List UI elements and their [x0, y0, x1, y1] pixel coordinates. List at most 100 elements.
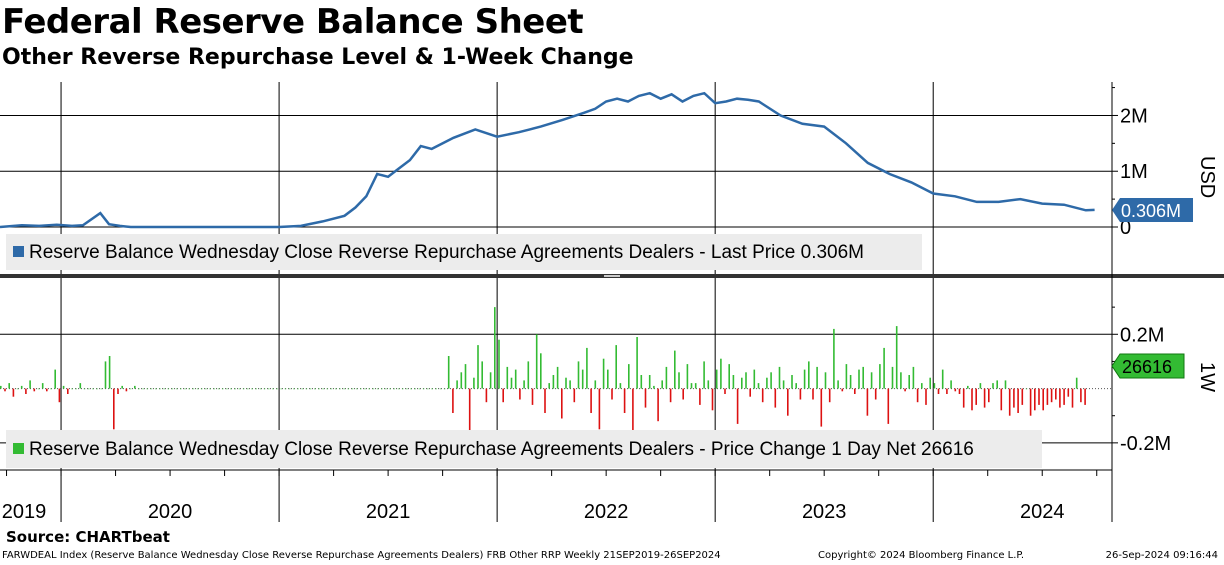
change-bar-negative: [954, 388, 957, 392]
change-bar-positive: [150, 388, 153, 390]
change-bar-positive: [334, 388, 337, 390]
change-bar-negative: [117, 388, 119, 394]
change-bar-negative: [828, 388, 831, 403]
change-bar-positive: [205, 388, 207, 390]
change-bar-positive: [523, 380, 525, 389]
change-bar-negative: [125, 388, 128, 392]
change-bar-positive: [251, 388, 253, 390]
change-bar-positive: [950, 380, 952, 389]
change-bar-positive: [422, 388, 425, 390]
change-bar-negative: [983, 388, 986, 408]
change-bar-negative: [67, 388, 69, 394]
change-bar-positive: [372, 388, 375, 390]
change-bar-positive: [0, 385, 2, 389]
change-bar-positive: [678, 372, 680, 389]
change-bar-positive: [343, 388, 345, 390]
change-bar-positive: [326, 388, 329, 390]
change-bar-positive: [979, 383, 982, 389]
change-bar-positive: [406, 388, 408, 390]
change-bar-positive: [883, 347, 885, 389]
change-bar-positive: [506, 366, 509, 389]
change-bar-positive: [104, 361, 107, 389]
change-bar-positive: [79, 383, 82, 389]
change-bar-positive: [385, 388, 387, 390]
panel-separator-handle: [604, 275, 620, 277]
change-bar-positive: [720, 358, 722, 389]
change-bar-positive: [715, 369, 718, 389]
change-bar-positive: [309, 388, 312, 390]
change-bar-positive: [29, 380, 31, 389]
change-bar-positive: [188, 388, 190, 390]
change-bar-negative: [502, 388, 504, 403]
footer-timestamp: 26-Sep-2024 09:16:44: [1105, 550, 1218, 561]
footer-index-description: FARWDEAL Index (Reserve Balance Wednesda…: [2, 550, 721, 561]
change-bar-positive: [862, 366, 864, 389]
change-bar-positive: [833, 328, 835, 389]
change-bar-positive: [473, 377, 475, 389]
change-bar-negative: [669, 388, 672, 403]
source-note: Source: CHARTbeat: [6, 528, 170, 546]
change-bar-positive: [368, 388, 370, 390]
change-bar-positive: [556, 366, 559, 389]
change-bar-positive: [159, 388, 161, 390]
change-bar-positive: [37, 388, 40, 390]
change-bar-negative: [699, 388, 701, 405]
change-bar-positive: [87, 388, 90, 390]
change-bar-positive: [586, 347, 588, 389]
change-bar-negative: [1080, 388, 1082, 403]
change-bar-positive: [129, 388, 132, 390]
change-bar-positive: [728, 364, 730, 389]
change-bar-negative: [561, 388, 563, 419]
change-bar-negative: [468, 388, 471, 443]
change-bar-positive: [870, 372, 873, 389]
change-last-value-label: 26616: [1122, 357, 1172, 377]
change-bar-positive: [364, 388, 366, 390]
change-bar-positive: [226, 388, 228, 390]
change-bar-positive: [196, 388, 199, 390]
change-bar-positive: [305, 388, 308, 390]
change-bar-positive: [138, 388, 140, 390]
change-bar-negative: [544, 388, 546, 413]
change-bar-positive: [259, 388, 262, 390]
change-bar-negative: [749, 388, 751, 397]
change-bar-positive: [912, 366, 915, 389]
change-bar-positive: [602, 358, 605, 389]
change-bar-positive: [967, 385, 969, 389]
change-bar-positive: [247, 388, 249, 390]
change-bar-negative: [736, 388, 739, 424]
change-bar-positive: [301, 388, 303, 390]
change-bar-positive: [619, 383, 622, 389]
change-bar-positive: [929, 377, 931, 389]
year-label: 2021: [366, 501, 411, 523]
change-bar-negative: [841, 388, 844, 392]
change-bar-positive: [548, 383, 550, 389]
level-last-value-label: 0.306M: [1121, 201, 1181, 221]
change-bar-negative: [657, 388, 659, 422]
change-bar-positive: [1025, 388, 1028, 390]
change-bar-positive: [92, 388, 94, 390]
change-bar-positive: [108, 356, 111, 389]
change-bar-positive: [782, 380, 785, 389]
change-bar-positive: [879, 364, 881, 389]
change-bar-negative: [4, 388, 6, 392]
change-bar-negative: [820, 388, 823, 427]
change-bar-negative: [962, 388, 965, 408]
change-legend-box: [6, 430, 1042, 468]
change-bar-positive: [154, 388, 157, 390]
change-bar-negative: [623, 388, 626, 413]
change-bar-negative: [485, 388, 488, 403]
change-bar-positive: [648, 375, 651, 389]
change-bar-positive: [134, 385, 136, 389]
change-bar-positive: [401, 388, 404, 390]
change-bar-negative: [866, 388, 869, 416]
change-bar-positive: [167, 388, 170, 390]
change-bar-positive: [908, 375, 910, 389]
change-bar-positive: [791, 375, 793, 389]
change-bar-positive: [895, 326, 898, 389]
change-bar-negative: [904, 388, 906, 392]
change-bar-positive: [8, 383, 10, 389]
change-bar-positive: [581, 369, 584, 389]
change-bar-negative: [1034, 388, 1036, 411]
change-bar-positive: [690, 383, 693, 389]
change-bar-positive: [653, 385, 655, 389]
